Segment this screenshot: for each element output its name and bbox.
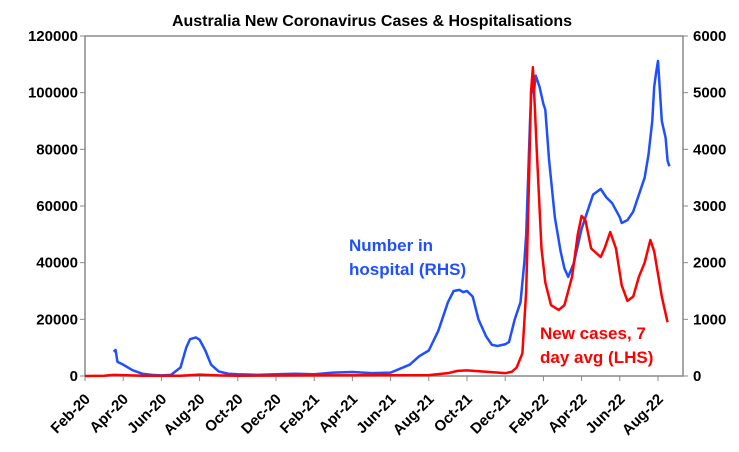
y-left-tick-label: 80000 [36,141,78,158]
y-left-tick-label: 60000 [36,198,78,215]
x-tick-label: Aug-22 [619,391,667,439]
y-right-tick-label: 6000 [693,28,726,45]
annotation-hospital-line1: Number in [349,236,433,255]
x-tick-label: Apr-22 [545,391,591,437]
axes: 0 20000 40000 60000 80000 100000 120000 0 1000 20… [28,28,726,439]
y-right-tick-label: 1000 [693,311,726,328]
y-right-tick-label: 2000 [693,255,726,272]
series-line-hospital [112,59,671,377]
x-tick-label: Apr-20 [86,391,132,437]
x-tick-label: Dec-21 [467,391,514,438]
y-left-tick-label: 0 [70,368,78,385]
x-tick-label: Dec-20 [238,391,285,438]
x-tick-label: Feb-20 [48,391,94,437]
annotation-cases-line2: day avg (LHS) [540,348,653,367]
y-left-tick-label: 100000 [28,85,78,102]
annotation-hospital-line2: hospital (RHS) [349,260,466,279]
x-tick-label: Feb-22 [506,391,552,437]
series-lines [84,59,671,378]
y-left-tick-label: 20000 [36,311,78,328]
y-left-tick-label: 120000 [28,28,78,45]
annotation-cases-line1: New cases, 7 [540,324,646,343]
x-tick-label: Oct-20 [202,391,247,436]
series-line-new-cases [84,65,669,378]
y-left-tick-label: 40000 [36,255,78,272]
x-tick-label: Oct-21 [431,391,476,436]
x-tick-label: Apr-21 [316,391,362,437]
x-tick-label: Aug-21 [390,391,438,439]
x-tick-label: Feb-21 [277,391,323,437]
y-right-tick-label: 5000 [693,85,726,102]
y-right-tick-label: 3000 [693,198,726,215]
chart-title: Australia New Coronavirus Cases & Hospit… [172,13,572,30]
x-tick-label: Aug-20 [160,391,208,439]
y-right-tick-label: 4000 [693,141,726,158]
y-right-tick-label: 0 [693,368,701,385]
